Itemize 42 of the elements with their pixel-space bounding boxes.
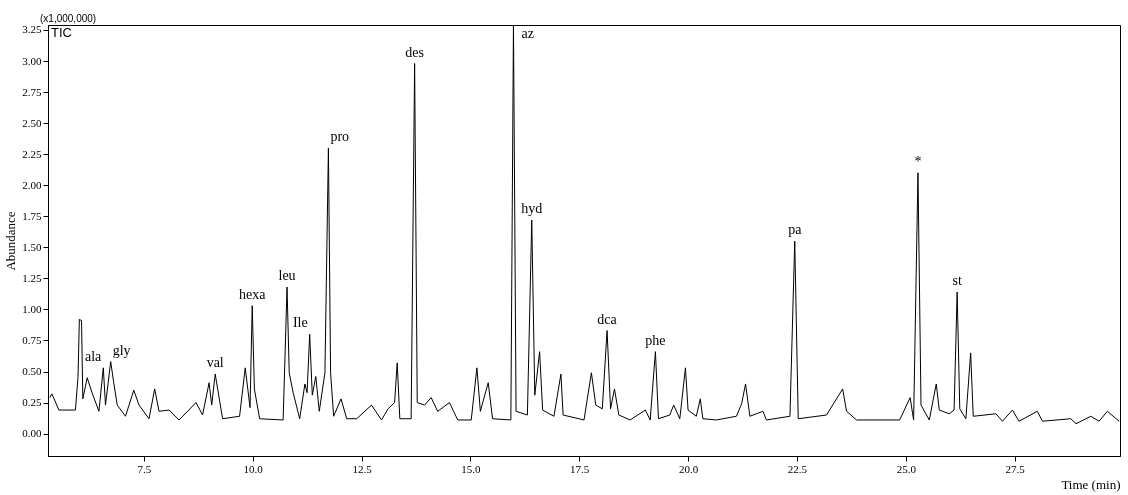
x-tick-label: 22.5	[787, 462, 808, 475]
x-tick-label: 10.0	[243, 462, 264, 475]
y-tick-label: 3.00	[22, 54, 42, 67]
y-tick-label: 2.50	[22, 116, 42, 129]
annotation: az	[521, 26, 534, 41]
annotation: dca	[597, 311, 618, 327]
y-tick-label: 1.50	[22, 240, 42, 253]
y-tick-label: 0.25	[22, 396, 42, 409]
annotation: *	[914, 153, 922, 169]
x-tick-label: 12.5	[352, 462, 373, 475]
x-axis-title: Time (min)	[1061, 476, 1121, 492]
y-tick-label: 0.00	[22, 427, 42, 440]
annotation: pro	[330, 128, 350, 144]
annotation: leu	[278, 268, 296, 284]
y-tick-label: 1.25	[22, 271, 42, 284]
annotation: gly	[112, 342, 131, 358]
annotation: TIC	[51, 25, 72, 40]
y-tick-label: 1.75	[22, 209, 42, 222]
y-tick-label: 0.75	[22, 333, 42, 346]
y-tick-label: 3.25	[22, 23, 42, 36]
x-tick-label: 27.5	[1005, 462, 1026, 475]
annotation: val	[206, 355, 224, 371]
y-tick-label: 1.00	[22, 302, 42, 315]
y-tick-label: 2.00	[22, 178, 42, 191]
annotation: des	[405, 44, 424, 60]
y-tick-label: 2.75	[22, 85, 42, 98]
y-tick-label: 0.50	[22, 365, 42, 378]
x-tick-label: 25.0	[896, 462, 917, 475]
x-tick-label: 15.0	[461, 462, 481, 475]
annotation: phe	[645, 332, 666, 348]
annotation: st	[952, 273, 962, 289]
y-axis-title: Abundance	[3, 211, 19, 271]
x-tick-label: 7.5	[137, 462, 152, 475]
annotation: pa	[788, 222, 803, 238]
text: (x1,000,000)	[40, 13, 97, 24]
annotation: ala	[84, 348, 103, 364]
x-tick-label: 20.0	[678, 462, 699, 475]
annotation: Ile	[292, 315, 308, 331]
x-tick-label: 17.5	[570, 462, 590, 475]
annotation: hyd	[521, 201, 543, 217]
y-tick-label: 2.25	[22, 147, 42, 160]
annotation: hexa	[238, 286, 267, 302]
